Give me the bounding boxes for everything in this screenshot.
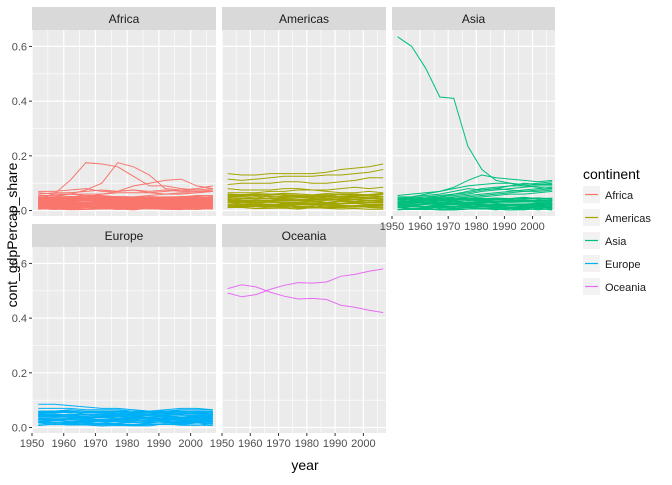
legend-label-oceania: Oceania: [605, 282, 647, 294]
panel-europe: Europe: [31, 224, 216, 433]
series-line-asia-9: [397, 190, 553, 205]
panel-asia: Asia: [391, 7, 555, 216]
series-line-europe-1: [38, 407, 213, 412]
x-tick-label: 1980: [464, 221, 488, 233]
legend-label-americas: Americas: [605, 213, 651, 225]
panel-background-europe: [32, 247, 216, 433]
panel-background-asia: [392, 30, 555, 216]
x-tick-label: 1950: [210, 438, 234, 450]
panel-africa: Africa: [31, 7, 216, 216]
series-line-europe-0: [38, 403, 213, 412]
panel-background-americas: [222, 30, 386, 216]
panel-americas: Americas: [221, 7, 386, 216]
facet-strip-africa: [32, 7, 216, 30]
x-tick-label: 1970: [436, 221, 460, 233]
y-tick-label: 0.6: [12, 258, 27, 270]
x-tick-label: 2000: [520, 221, 544, 233]
legend-label-africa: Africa: [605, 190, 634, 202]
series-line-asia-3: [397, 182, 553, 198]
y-tick-label: 0.0: [12, 423, 27, 435]
series-line-africa-7: [38, 178, 213, 201]
series-line-asia-1: [397, 174, 553, 196]
facet-label-oceania: Oceania: [282, 229, 327, 243]
x-tick-label: 1990: [492, 221, 516, 233]
facet-label-africa: Africa: [109, 12, 140, 26]
x-tick-label: 2000: [351, 438, 375, 450]
series-line-africa-0: [38, 162, 213, 199]
series-line-europe-2: [38, 409, 213, 414]
facet-strip-americas: [222, 7, 386, 30]
legend: continent Africa Americas Asia Europe Oceani…: [583, 166, 651, 295]
x-tick-label: 2000: [178, 438, 202, 450]
panels-layer: Africa Americas Asia Europe Oceania: [31, 7, 555, 433]
facet-label-americas: Americas: [279, 12, 329, 26]
x-tick-label: 1980: [115, 438, 139, 450]
series-line-americas-2: [227, 177, 384, 185]
panel-background-africa: [32, 30, 216, 216]
x-tick-label: 1970: [83, 438, 107, 450]
x-tick-label: 1950: [380, 221, 404, 233]
y-tick-label: 0.4: [12, 313, 27, 325]
x-tick-label: 1960: [51, 438, 75, 450]
series-line-americas-band: [227, 203, 384, 207]
series-line-asia-6: [397, 186, 553, 203]
facet-label-asia: Asia: [462, 12, 486, 26]
facet-strip-oceania: [222, 224, 386, 247]
series-line-americas-3: [227, 186, 384, 191]
series-line-americas-5: [227, 193, 384, 198]
series-line-asia-4: [397, 182, 553, 202]
x-tick-label: 1960: [238, 438, 262, 450]
x-tick-label: 1960: [408, 221, 432, 233]
y-tick-label: 0.4: [12, 96, 27, 108]
facet-strip-europe: [32, 224, 216, 247]
x-tick-label: 1950: [20, 438, 44, 450]
x-tick-label: 1990: [323, 438, 347, 450]
x-tick-label: 1990: [147, 438, 171, 450]
y-axis-layer: 0.0 0.2 0.4 0.6 0.0 0.2 0.4 0.6: [12, 41, 32, 435]
series-line-oceania-0: [227, 284, 384, 314]
series-line-oceania-1: [227, 268, 384, 298]
facet-label-europe: Europe: [105, 229, 144, 243]
series-line-americas-0: [227, 163, 384, 176]
legend-title: continent: [583, 166, 640, 182]
x-tick-label: 1980: [295, 438, 319, 450]
series-line-americas-4: [227, 189, 384, 194]
panel-background-oceania: [222, 247, 386, 433]
y-tick-label: 0.0: [12, 206, 27, 218]
series-line-asia-2: [397, 181, 553, 199]
series-line-americas-band: [227, 200, 384, 204]
y-tick-label: 0.2: [12, 151, 27, 163]
legend-label-europe: Europe: [605, 259, 640, 271]
facet-strip-asia: [392, 7, 555, 30]
series-line-africa-3: [38, 189, 213, 195]
y-tick-label: 0.6: [12, 41, 27, 53]
legend-label-asia: Asia: [605, 236, 627, 248]
x-axis-layer: 1950 1960 1970 1980 1990 2000 1950 1960 1970 1980…: [20, 216, 545, 450]
series-line-asia-band: [397, 201, 553, 205]
x-tick-label: 1970: [266, 438, 290, 450]
series-line-americas-1: [227, 169, 384, 181]
x-axis-title: year: [291, 457, 319, 473]
y-axis-title: cont_gdpPercap_share: [4, 162, 20, 307]
y-tick-label: 0.2: [12, 368, 27, 380]
panel-oceania: Oceania: [221, 224, 386, 433]
series-line-africa-8: [38, 196, 213, 199]
